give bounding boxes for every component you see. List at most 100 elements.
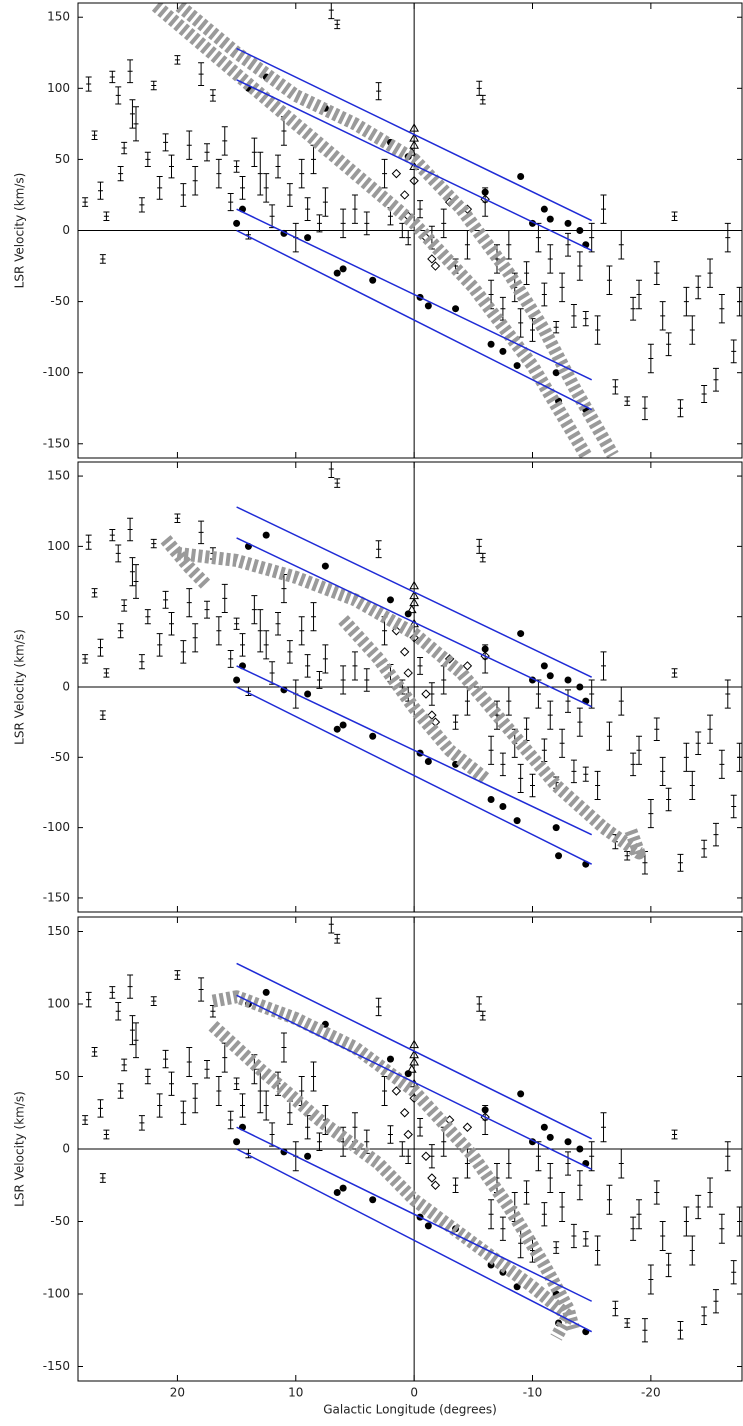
filled-circle-point (546, 215, 554, 223)
model-curve (151, 3, 592, 458)
error-bar-point (109, 986, 116, 999)
y-tick-label: 0 (62, 1142, 70, 1156)
model-curve (160, 535, 212, 591)
filled-circle-point (333, 1189, 341, 1196)
error-bar-point (695, 731, 702, 755)
filled-circle-point (552, 369, 560, 377)
panel-frame (77, 2, 743, 459)
error-bar-point (570, 1223, 577, 1249)
error-bar-point (209, 89, 216, 102)
error-bar-point (671, 1129, 678, 1140)
error-bar-point (630, 296, 637, 321)
model-line (236, 994, 593, 1170)
error-bar-point (576, 1170, 583, 1201)
error-bar-point (263, 1090, 270, 1121)
error-bar-point (618, 686, 625, 716)
error-bar-point (730, 794, 737, 819)
error-bar-point (174, 970, 181, 980)
triangle-point (409, 1056, 420, 1066)
model-curve (175, 3, 619, 458)
filled-circle-point (481, 1106, 489, 1114)
error-bar-point (221, 583, 228, 613)
y-tick-label: 100 (47, 81, 70, 95)
error-bar-point (127, 59, 134, 84)
filled-circle-point (555, 852, 563, 860)
error-bar-point (381, 1076, 388, 1106)
error-bar-point (677, 1321, 684, 1340)
error-bar-point (334, 478, 341, 488)
x-tick-label: 20 (170, 1386, 185, 1400)
error-bar-point (117, 1083, 124, 1099)
error-bar-point (269, 204, 276, 229)
error-bar-point (547, 1163, 554, 1193)
error-bar-point (624, 851, 631, 861)
diamond-point (409, 176, 419, 186)
error-bar-point (115, 544, 122, 563)
error-bar-point (269, 1122, 276, 1147)
error-bar-point (547, 244, 554, 274)
diamond-point (403, 668, 413, 678)
error-bar-point (328, 462, 335, 478)
error-bar-point (399, 679, 406, 695)
triangle-point (409, 140, 420, 149)
error-bar-point (712, 1289, 719, 1314)
diamond-point (462, 1122, 473, 1132)
error-bar-point (233, 160, 240, 173)
error-bar-point (624, 1318, 631, 1328)
error-bar-point (523, 261, 530, 286)
y-tick-label: -150 (43, 1359, 70, 1373)
diamond-point (399, 190, 410, 200)
error-bar-point (168, 154, 175, 179)
error-bar-point (730, 339, 737, 364)
error-bar-point (150, 80, 157, 91)
error-bar-point (695, 1194, 702, 1220)
error-bar-point (257, 151, 264, 196)
error-bar-point (156, 633, 163, 657)
error-bar-point (488, 279, 495, 310)
triangle-point (406, 1064, 417, 1073)
error-bar-point (440, 208, 447, 239)
error-bar-point (251, 137, 258, 168)
error-bar-point (150, 538, 157, 549)
error-bar-point (479, 1010, 486, 1021)
model-curve (208, 1020, 575, 1341)
filled-circle-point (564, 676, 572, 684)
error-bar-point (641, 396, 648, 421)
error-bar-point (701, 1306, 708, 1325)
error-bar-point (109, 529, 116, 542)
error-bar-point (541, 1202, 548, 1227)
error-bar-point (138, 654, 145, 670)
error-bar-point (535, 679, 542, 709)
error-bar-point (192, 166, 199, 196)
error-bar-point (588, 222, 595, 253)
error-bar-point (718, 293, 725, 324)
filled-circle-point (369, 1196, 377, 1204)
diamond-point (403, 1129, 413, 1140)
error-bar-point (162, 133, 169, 152)
error-bar-point (689, 315, 696, 345)
y-tick-label: 50 (55, 1069, 70, 1083)
error-bar-point (132, 564, 139, 599)
error-bar-point (588, 679, 595, 709)
error-bar-point (174, 513, 181, 523)
error-bar-point (340, 208, 347, 239)
error-bar-point (689, 1235, 696, 1266)
diamond-point (421, 1151, 431, 1161)
filled-circle-point (513, 362, 521, 370)
filled-circle-point (339, 265, 347, 273)
error-bar-point (576, 707, 583, 737)
error-bar-point (565, 1151, 572, 1176)
y-tick-label: 50 (55, 609, 70, 623)
diamond-point (427, 710, 437, 720)
filled-circle-point (369, 276, 377, 284)
filled-circle-point (339, 721, 347, 729)
error-bar-point (517, 308, 524, 338)
error-bar-point (683, 742, 690, 772)
diamond-point (430, 261, 441, 271)
error-bar-point (99, 1173, 106, 1183)
error-bar-point (82, 197, 89, 207)
error-bar-point (85, 991, 92, 1008)
y-tick-label: 0 (62, 223, 70, 237)
model-line (236, 79, 593, 252)
